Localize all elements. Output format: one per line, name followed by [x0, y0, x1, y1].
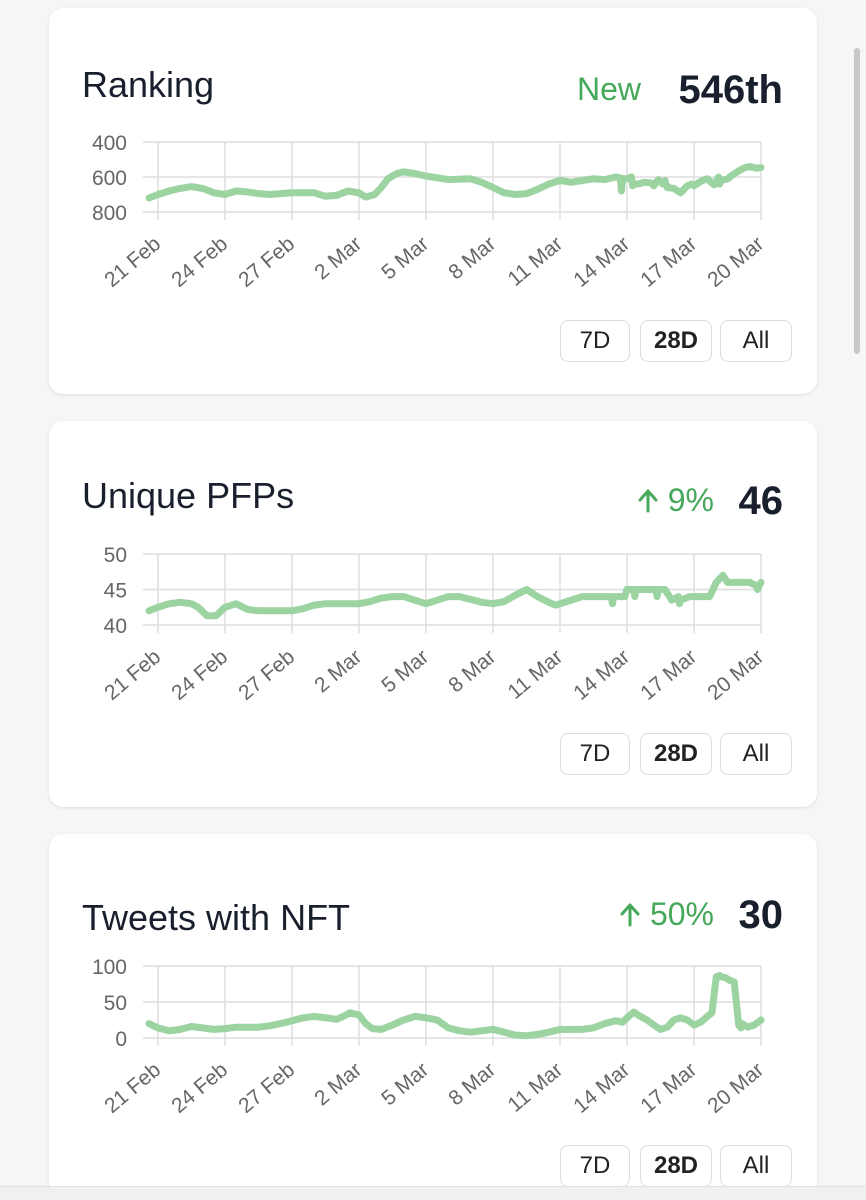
ranking-card: Ranking New 546th 400 600 800 21 Feb 24 Feb 2…	[49, 8, 817, 394]
x-tick-label: 5 Mar	[377, 232, 433, 284]
y-tick-label: 50	[104, 544, 127, 567]
range-button-all[interactable]: All	[720, 733, 792, 775]
tweets-with-nft-card: Tweets with NFT 50% 30 0 50 100 21 Feb 24 Fe…	[49, 834, 817, 1200]
unique-pfps-card: Unique PFPs 9% 46 40 45 50 21 Feb 24 Feb 27 F…	[49, 421, 817, 807]
card-title: Unique PFPs	[82, 475, 295, 516]
x-tick-label: 27 Feb	[234, 232, 299, 292]
x-tick-label: 8 Mar	[444, 232, 500, 284]
stat-value: 546th	[678, 68, 784, 112]
stat-value: 46	[738, 479, 784, 523]
bottom-toolbar	[0, 1186, 866, 1200]
x-tick-label: 2 Mar	[310, 1058, 366, 1110]
range-button-7d[interactable]: 7D	[560, 733, 630, 775]
series-line	[145, 163, 765, 202]
x-tick-label: 14 Mar	[569, 645, 634, 705]
x-tick-label: 14 Mar	[569, 232, 634, 292]
change-indicator: New	[577, 71, 641, 108]
card-title: Ranking	[82, 64, 215, 105]
change-text: 50%	[649, 896, 714, 932]
arrow-up-icon	[620, 903, 640, 927]
range-button-all[interactable]: All	[720, 320, 792, 362]
ranking-chart: 400 600 800 21 Feb 24 Feb 27 Feb 2 Mar 5 Mar 8 M…	[92, 132, 768, 292]
x-tick-label: 11 Mar	[504, 645, 568, 704]
x-tick-label: 17 Mar	[636, 232, 701, 292]
y-tick-label: 45	[104, 580, 127, 603]
change-indicator: 50%	[620, 896, 714, 933]
y-tick-label: 800	[92, 202, 127, 225]
range-button-28d[interactable]: 28D	[640, 1145, 712, 1187]
x-tick-label: 11 Mar	[504, 232, 568, 291]
x-tick-label: 21 Feb	[100, 232, 165, 292]
x-tick-label: 17 Mar	[636, 1058, 701, 1118]
range-button-all[interactable]: All	[720, 1145, 792, 1187]
stat-value: 30	[738, 893, 784, 937]
x-tick-label: 17 Mar	[636, 645, 701, 705]
x-tick-label: 24 Feb	[167, 1058, 232, 1118]
x-tick-label: 14 Mar	[569, 1058, 634, 1118]
range-button-7d[interactable]: 7D	[560, 1145, 630, 1187]
range-button-7d[interactable]: 7D	[560, 320, 630, 362]
x-tick-label: 27 Feb	[234, 1058, 299, 1118]
x-tick-label: 5 Mar	[377, 1058, 433, 1110]
x-tick-label: 20 Mar	[703, 645, 768, 705]
x-tick-label: 21 Feb	[100, 1058, 165, 1118]
x-tick-label: 21 Feb	[100, 645, 165, 705]
x-tick-label: 8 Mar	[444, 1058, 500, 1110]
x-tick-label: 20 Mar	[703, 232, 768, 292]
change-text: New	[576, 71, 641, 107]
x-tick-label: 20 Mar	[703, 1058, 768, 1118]
x-tick-label: 8 Mar	[444, 645, 500, 697]
change-text: 9%	[667, 482, 714, 518]
x-tick-label: 5 Mar	[377, 645, 433, 697]
x-tick-label: 2 Mar	[310, 232, 366, 284]
y-tick-label: 0	[115, 1028, 127, 1051]
y-tick-label: 600	[92, 167, 127, 190]
change-indicator: 9%	[638, 482, 714, 519]
range-button-28d[interactable]: 28D	[640, 320, 712, 362]
y-tick-label: 400	[92, 132, 127, 155]
range-button-28d[interactable]: 28D	[640, 733, 712, 775]
arrow-up-icon	[638, 489, 658, 513]
series-line	[145, 971, 765, 1040]
page-scrollbar[interactable]	[854, 48, 860, 354]
x-tick-label: 24 Feb	[167, 232, 232, 292]
x-tick-label: 11 Mar	[504, 1058, 568, 1117]
y-tick-label: 50	[104, 992, 127, 1015]
y-tick-label: 40	[104, 615, 127, 638]
series-line	[145, 571, 765, 620]
card-title: Tweets with NFT	[82, 897, 351, 938]
x-tick-label: 2 Mar	[310, 645, 366, 697]
y-tick-label: 100	[92, 956, 127, 979]
x-tick-label: 27 Feb	[234, 645, 299, 705]
x-tick-label: 24 Feb	[167, 645, 232, 705]
